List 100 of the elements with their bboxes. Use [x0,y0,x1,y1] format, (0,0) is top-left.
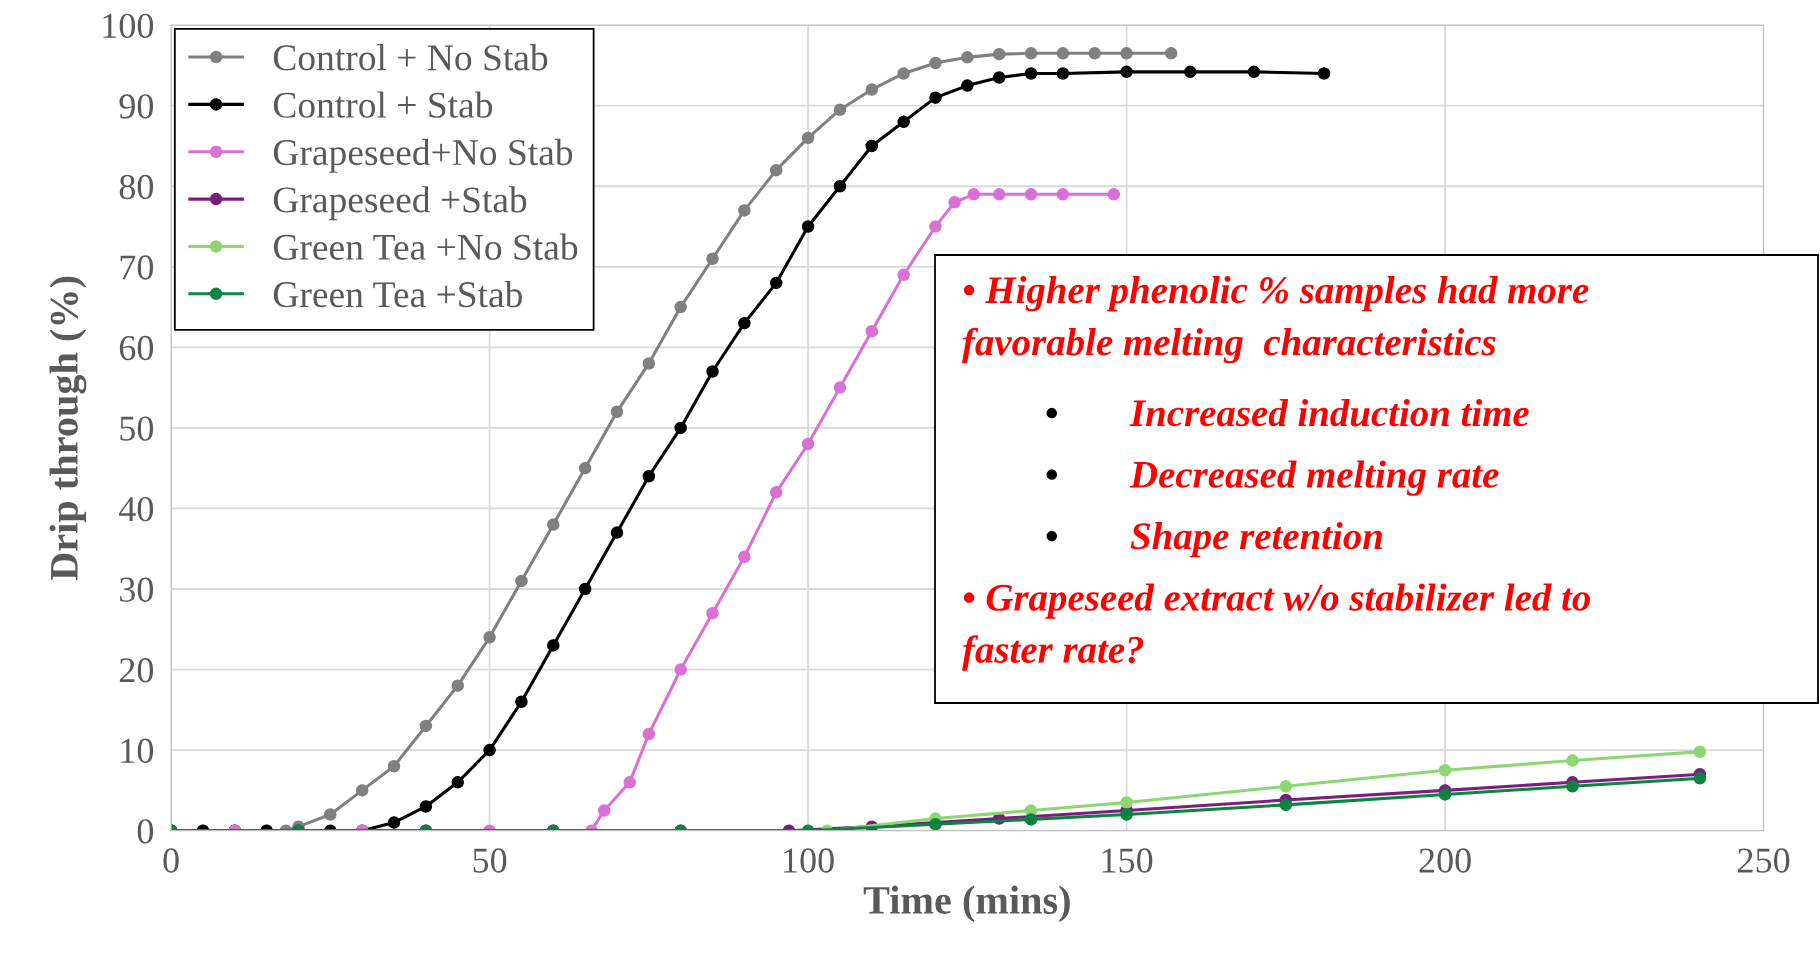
point [324,808,337,821]
annotation: • Grapeseed extract w/o stabilizer led to faster rate? [962,583,1590,671]
point [642,727,656,741]
point [419,800,433,813]
point [897,67,910,80]
point [769,276,783,290]
text: • Decreased melting rate [1046,460,1499,496]
point [1120,65,1133,79]
point [483,631,496,644]
point [706,252,719,265]
point [515,695,528,709]
x-tick-label: 150 [1102,848,1153,873]
y-tick-label: 70 [120,255,154,280]
x-tick-label: 200 [1419,848,1471,873]
point [865,324,879,338]
point [642,469,656,483]
point [515,574,528,588]
point [961,79,974,92]
y-tick-label: 0 [137,819,154,844]
point [1120,47,1133,60]
point [769,163,783,177]
point [1438,763,1452,777]
point [833,179,847,193]
point [387,759,401,773]
y-tick-label: 50 [120,416,154,441]
point [929,56,942,70]
x-tick-label: 250 [1738,848,1790,873]
point [387,816,401,829]
point [610,526,624,539]
point [674,421,687,435]
point [1279,780,1293,793]
point [961,51,974,64]
point [992,47,1006,61]
point [578,461,592,475]
point [1438,788,1452,801]
point [597,804,611,817]
y-tick-label: 40 [119,496,154,522]
legend-label: Green Tea +Stab [273,280,522,308]
point [706,606,719,620]
point [801,437,815,451]
point [1247,65,1261,79]
point [1056,188,1070,201]
point [833,381,847,394]
point [833,103,847,116]
y-tick-label: 100 [103,13,154,39]
legend-label: Control + No Stab [273,44,548,71]
y-tick-label: 20 [119,658,154,683]
point [801,131,815,145]
point [1056,47,1070,60]
point [929,817,942,831]
point [897,115,910,129]
point [801,220,815,233]
point [706,365,719,378]
point [1056,67,1070,80]
y-tick-label: 30 [120,577,154,602]
x-tick-label: 100 [784,848,834,873]
point [948,196,961,209]
point [1566,754,1579,767]
point [929,91,942,104]
point [1024,188,1038,201]
y-axis-title: Drip through (%) [49,276,87,581]
point [623,776,636,789]
x-axis-title: Time (mins) [863,885,1070,923]
point [1024,47,1038,60]
legend-label: Grapeseed+No Stab [273,138,573,173]
point [738,204,751,217]
point [992,71,1006,84]
point [929,220,942,233]
y-tick-label: 60 [119,335,154,361]
point [1279,798,1293,812]
point [1024,813,1038,826]
point [769,486,783,499]
point [1024,67,1038,80]
y-tick-label: 90 [119,94,154,119]
annotation: • Higher phenolic % samples had more favorable melting characteristics [962,276,1589,364]
point [1164,47,1178,60]
point [992,188,1006,201]
point [1566,780,1579,793]
point [1317,67,1331,80]
point [738,550,751,564]
point [674,663,687,676]
point [1693,745,1707,758]
x-tick-label: 0 [163,848,179,873]
point [1184,65,1197,79]
point [897,268,910,282]
point [674,300,687,314]
point [1107,188,1121,201]
point [451,679,464,692]
point [483,743,496,757]
point [1120,796,1133,809]
text: • Shape retention [1046,522,1382,558]
point [355,784,369,797]
point [1088,47,1101,60]
point [547,518,560,531]
x-tick-label: 50 [473,848,507,873]
point [419,719,433,733]
point [1693,772,1707,785]
point [547,639,560,652]
point [865,139,879,153]
point [1120,808,1133,821]
